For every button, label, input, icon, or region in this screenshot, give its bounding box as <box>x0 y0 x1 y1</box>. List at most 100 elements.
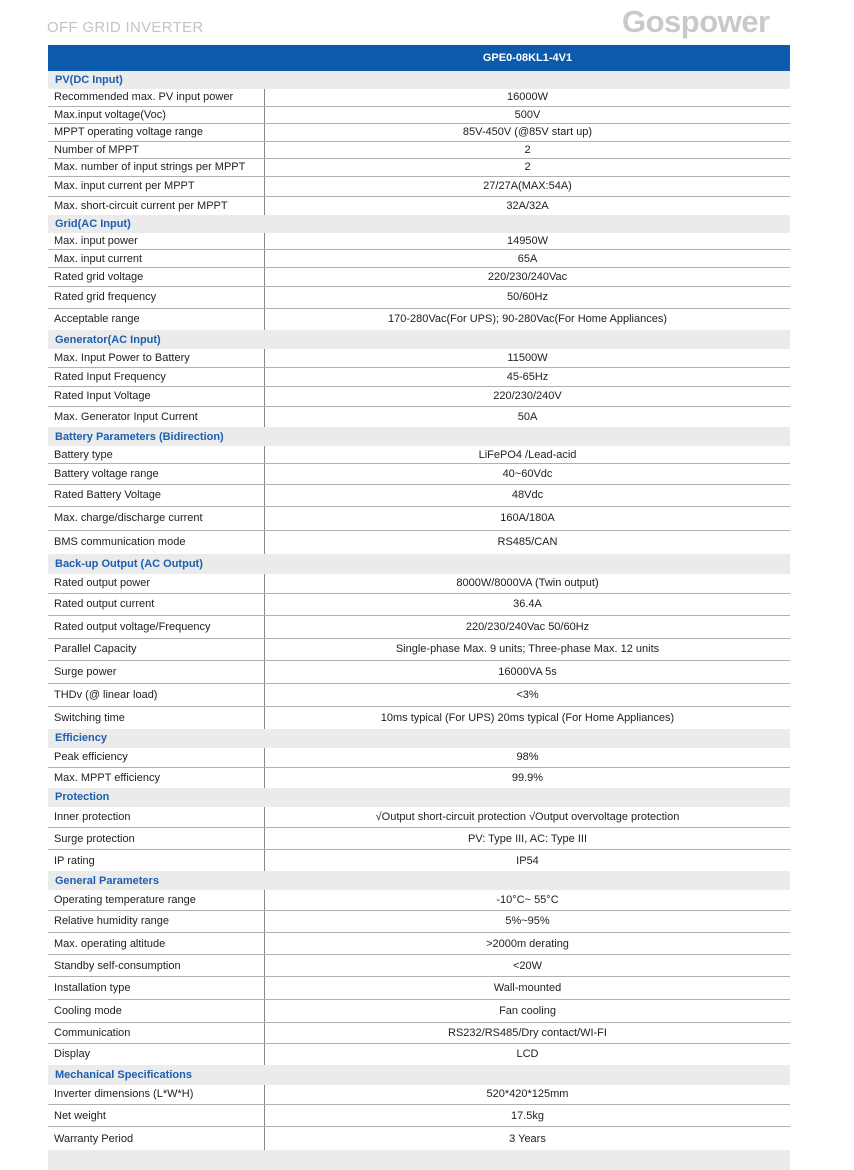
spec-label: Max. number of input strings per MPPT <box>48 158 265 176</box>
spec-label: Operating temperature range <box>48 890 265 910</box>
spec-row: Rated Battery Voltage 48Vdc <box>48 484 790 507</box>
spec-label: Rated Input Frequency <box>48 368 265 386</box>
spec-label: Relative humidity range <box>48 910 265 932</box>
spec-value: 10ms typical (For UPS) 20ms typical (For… <box>380 711 675 724</box>
spec-label: Max. input power <box>48 232 265 249</box>
spec-row: Standby self-consumption <20W <box>48 955 790 977</box>
spec-row: Number of MPPT 2 <box>48 141 790 159</box>
spec-row: Rated output power 8000W/8000VA (Twin out… <box>48 573 790 594</box>
spec-value: 85V-450V (@85V start up) <box>462 126 593 139</box>
spec-value: 50A <box>517 410 538 423</box>
spec-value: 32A/32A <box>506 199 549 212</box>
spec-row: Peak efficiency 98% <box>48 748 790 768</box>
spec-value: IP54 <box>516 854 539 867</box>
spec-row: BMS communication mode RS485/CAN <box>48 530 790 554</box>
document-title: OFF GRID INVERTER <box>47 19 204 36</box>
spec-label: Rated output power <box>48 573 265 593</box>
spec-row: Max. charge/discharge current 160A/180A <box>48 507 790 531</box>
spec-label: Battery type <box>48 446 265 463</box>
spec-row: Max. Generator Input Current 50A <box>48 406 790 427</box>
spec-value: -10°C~ 55°C <box>496 893 559 906</box>
spec-row: Max. input current 65A <box>48 250 790 268</box>
spec-label: Cooling mode <box>48 999 265 1022</box>
spec-row: Relative humidity range 5%~95% <box>48 910 790 933</box>
spec-value: RS485/CAN <box>497 536 558 548</box>
spec-label: Net weight <box>48 1105 265 1126</box>
spec-value: 2 <box>524 143 531 156</box>
spec-label: Max. short-circuit current per MPPT <box>48 196 265 215</box>
section-header: Back-up Output (AC Output) <box>48 553 790 574</box>
spec-row: Surge power 16000VA 5s <box>48 661 790 684</box>
spec-value: 170-280Vac(For UPS); 90-280Vac(For Home … <box>388 313 667 326</box>
spec-row: Max.input voltage(Voc) 500V <box>48 106 790 124</box>
spec-value: 2 <box>524 161 531 174</box>
spec-value: <20W <box>512 959 543 972</box>
spec-row: Max. MPPT efficiency 99.9% <box>48 767 790 788</box>
spec-value: 220/230/240Vac 50/60Hz <box>465 620 590 633</box>
spec-value: PV: Type III, AC: Type III <box>467 832 588 845</box>
spec-value: 5%~95% <box>505 915 550 928</box>
spec-label: Max. charge/discharge current <box>48 507 265 530</box>
spec-row: Inner protection √Output short-circuit pr… <box>48 807 790 828</box>
spec-value: 99.9% <box>511 771 544 784</box>
spec-label: Peak efficiency <box>48 748 265 767</box>
spec-row: Max. operating altitude >2000m derating <box>48 933 790 955</box>
spec-row: IP rating IP54 <box>48 850 790 871</box>
table-header: GPE0-08KL1-4V1 <box>48 45 790 71</box>
section-header: Generator(AC Input) <box>48 330 790 349</box>
spec-row: Rated Input Voltage 220/230/240V <box>48 387 790 407</box>
spec-label: Inverter dimensions (L*W*H) <box>48 1084 265 1104</box>
spec-label: Number of MPPT <box>48 141 265 158</box>
spec-label: Surge power <box>48 661 265 683</box>
table-footer <box>48 1150 790 1170</box>
spec-value: <3% <box>516 688 539 701</box>
spec-row: Cooling mode Fan cooling <box>48 999 790 1023</box>
spec-label: THDv (@ linear load) <box>48 684 265 706</box>
spec-label: Max. input current per MPPT <box>48 177 265 196</box>
spec-row: Max. Input Power to Battery 11500W <box>48 349 790 368</box>
spec-row: Operating temperature range -10°C~ 55°C <box>48 890 790 911</box>
spec-label: Rated Input Voltage <box>48 387 265 406</box>
section-header: PV(DC Input) <box>48 71 790 89</box>
spec-row: Rated output voltage/Frequency 220/230/24… <box>48 616 790 639</box>
spec-label: Recommended max. PV input power <box>48 89 265 106</box>
spec-value: 98% <box>516 751 539 764</box>
section-header: Mechanical Specifications <box>48 1064 790 1085</box>
spec-value: 50/60Hz <box>507 291 548 304</box>
spec-label: Installation type <box>48 977 265 999</box>
spec-row: Communication RS232/RS485/Dry contact/WI-… <box>48 1022 790 1044</box>
spec-value: 220/230/240Vac <box>487 271 568 283</box>
spec-value: 11500W <box>507 352 548 364</box>
spec-label: Battery voltage range <box>48 464 265 484</box>
spec-row: Rated grid frequency 50/60Hz <box>48 287 790 309</box>
spec-label: Max. operating altitude <box>48 933 265 954</box>
spec-label: Max.input voltage(Voc) <box>48 106 265 123</box>
brand-logo: Gospower <box>622 4 770 39</box>
spec-label: Surge protection <box>48 828 265 849</box>
spec-row: Display LCD <box>48 1044 790 1065</box>
spec-row: Battery type LiFePO4 /Lead-acid <box>48 446 790 464</box>
spec-label: Inner protection <box>48 807 265 827</box>
spec-row: Parallel Capacity Single-phase Max. 9 uni… <box>48 638 790 661</box>
spec-value: 160A/180A <box>500 512 555 525</box>
spec-label: Warranty Period <box>48 1127 265 1150</box>
spec-value: 8000W/8000VA (Twin output) <box>456 577 599 589</box>
spec-label: Rated output voltage/Frequency <box>48 616 265 638</box>
spec-label: Max. Input Power to Battery <box>48 349 265 367</box>
spec-row: Max. number of input strings per MPPT 2 <box>48 158 790 177</box>
spec-row: Net weight 17.5kg <box>48 1105 790 1127</box>
spec-value: 65A <box>517 252 538 265</box>
spec-label: Rated grid voltage <box>48 268 265 286</box>
spec-row: Max. input power 14950W <box>48 232 790 250</box>
spec-label: MPPT operating voltage range <box>48 124 265 141</box>
spec-row: Acceptable range 170-280Vac(For UPS); 90-… <box>48 308 790 330</box>
spec-value: 520*420*125mm <box>486 1088 569 1101</box>
spec-value: √Output short-circuit protection √Output… <box>375 811 680 823</box>
spec-label: Max. input current <box>48 250 265 267</box>
section-header: Protection <box>48 787 790 807</box>
spec-value: 27/27A(MAX:54A) <box>483 180 572 193</box>
spec-value: LCD <box>516 1048 539 1061</box>
spec-value: 40~60Vdc <box>502 467 553 480</box>
spec-label: Standby self-consumption <box>48 955 265 976</box>
spec-label: Rated output current <box>48 593 265 615</box>
